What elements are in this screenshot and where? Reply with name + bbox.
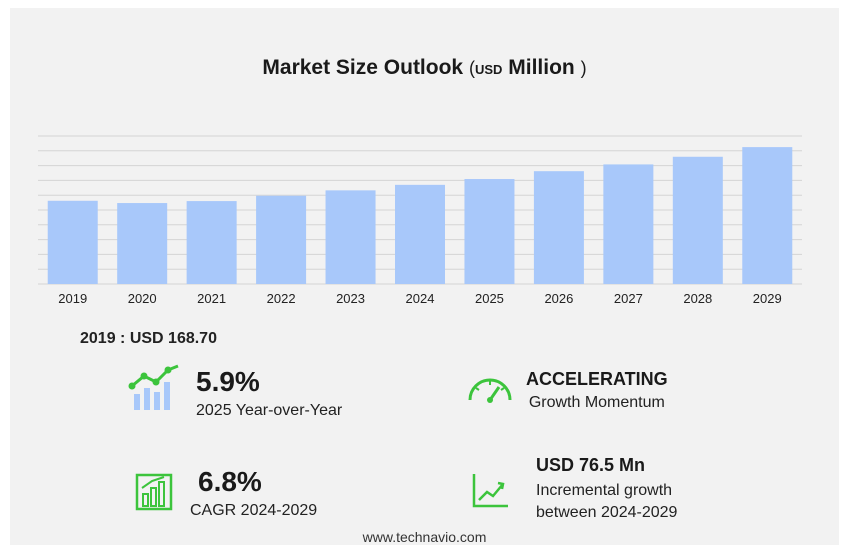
incremental-value: USD 76.5 Mn [536,455,646,475]
title-unit: Million [508,56,575,79]
yoy-label: 2025 Year-over-Year [196,402,343,419]
bar-2025 [464,179,515,284]
chart-title: Market Size Outlook (USD Million ) [10,56,839,80]
cagr-value: 6.8% [198,466,262,497]
momentum-value: ACCELERATING [526,369,668,389]
incremental-label-1: Incremental growth [536,482,673,499]
bar-2019 [47,200,98,284]
x-tick-label-2028: 2028 [683,291,712,306]
cagr-stat: 6.8% CAGR 2024-2029 [190,468,317,522]
incremental-stat: USD 76.5 Mn Incremental growth between 2… [536,456,677,523]
momentum-label: Growth Momentum [528,394,665,411]
bar-2027 [603,164,654,284]
bar-2021 [186,201,237,284]
x-tick-label-2020: 2020 [128,291,157,306]
yoy-value: 5.9% [196,366,260,397]
x-tick-label-2021: 2021 [197,291,226,306]
bar-2023 [325,190,376,284]
bar-2022 [256,195,307,284]
bar-2028 [672,156,723,284]
x-tick-label-2022: 2022 [267,291,296,306]
x-tick-label-2029: 2029 [753,291,782,306]
cagr-label: CAGR 2024-2029 [190,502,318,519]
x-tick-label-2023: 2023 [336,291,365,306]
yoy-stat: 5.9% 2025 Year-over-Year [196,368,342,422]
x-tick-label-2027: 2027 [614,291,643,306]
infographic-card: Market Size Outlook (USD Million ) 2019 2… [10,8,839,545]
base-year-value: 2019 : USD 168.70 [80,330,217,347]
bar-2024 [394,184,446,284]
bar-chart-icon [135,473,173,511]
x-tick-label-2019: 2019 [58,291,87,306]
bar-2020 [117,203,168,284]
bar-2029 [742,147,793,284]
bar-growth-icon [128,364,179,410]
x-tick-label-2024: 2024 [406,291,435,306]
title-unit-prefix: USD [474,62,503,77]
title-open-paren: ( [468,58,475,78]
footer-url[interactable]: www.technavio.com [362,529,487,545]
incremental-label-2: between 2024-2029 [536,503,678,521]
title-close-paren: ) [580,58,587,78]
x-tick-label-2025: 2025 [475,291,504,306]
speedometer-icon [468,378,512,403]
trend-line-icon [472,474,508,508]
momentum-stat: ACCELERATING Growth Momentum [526,370,668,414]
x-tick-label-2026: 2026 [544,291,573,306]
bar-chart: 2019 2020 2021 2022 2023 2024 2025 2026 2027 2028… [38,135,802,306]
bar-2026 [533,171,584,284]
title-main: Market Size Outlook [262,56,464,79]
